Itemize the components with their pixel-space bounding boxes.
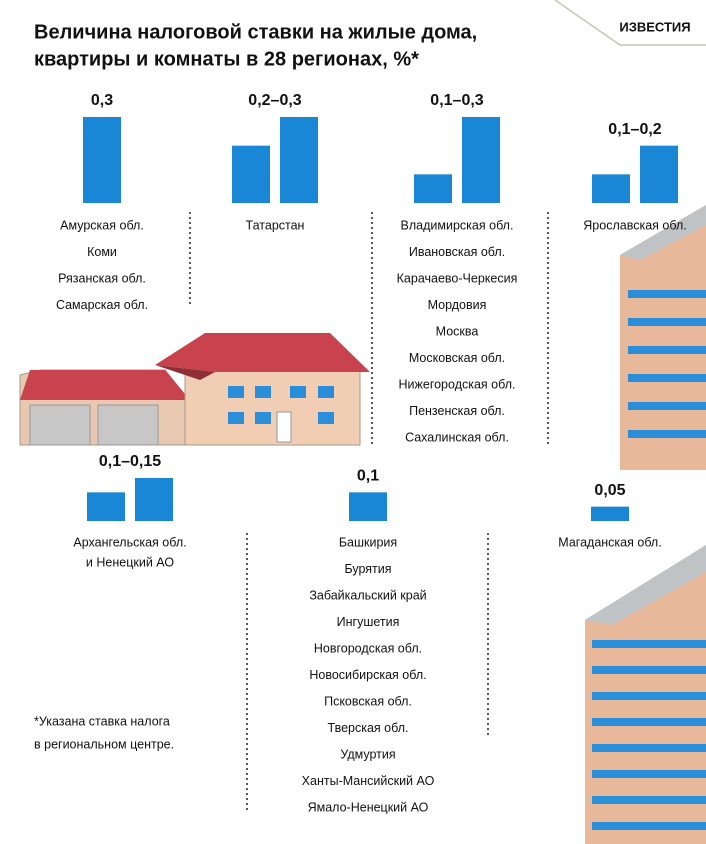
title-line: квартиры и комнаты в 28 регионах, %* [34, 48, 419, 70]
bar [232, 145, 270, 203]
group-label: 0,1 [357, 468, 379, 485]
region-name: Пензенская обл. [409, 404, 505, 418]
region-name: Амурская обл. [60, 218, 144, 232]
group-label: 0,05 [594, 482, 625, 499]
house-illustration [19, 333, 370, 446]
corner-line [554, 0, 706, 46]
bar [135, 478, 173, 521]
region-name: Новгородская обл. [314, 641, 422, 655]
bar [592, 174, 630, 203]
region-name: Сахалинская обл. [405, 430, 509, 444]
group-label: 0,1–0,2 [608, 121, 661, 138]
bar [349, 492, 387, 521]
region-name: Владимирская обл. [401, 218, 514, 232]
region-name: и Ненецкий АО [86, 555, 174, 569]
region-name: Нижегородская обл. [399, 377, 516, 391]
region-name: Ингушетия [337, 615, 400, 629]
title-line: Величина налоговой ставки на жилые дома, [34, 21, 477, 43]
region-name: Коми [87, 245, 117, 259]
note-line: в региональном центре. [34, 737, 174, 751]
region-name: Карачаево-Черкесия [397, 271, 518, 285]
region-name: Тверская обл. [328, 721, 409, 735]
region-name: Архангельская обл. [73, 535, 186, 549]
region-name: Ямало-Ненецкий АО [308, 800, 429, 814]
group-label: 0,1–0,15 [99, 453, 161, 470]
region-name: Самарская обл. [56, 298, 148, 312]
region-name: Ивановская обл. [409, 245, 505, 259]
bar [462, 117, 500, 203]
region-name: Забайкальский край [309, 588, 426, 602]
bar [87, 492, 125, 521]
region-name: Удмуртия [340, 747, 395, 761]
region-name: Новосибирская обл. [309, 668, 426, 682]
region-name: Магаданская обл. [558, 535, 661, 549]
bar [414, 174, 452, 203]
building-illustration [585, 205, 706, 844]
group-label: 0,2–0,3 [248, 92, 301, 109]
note-line: *Указана ставка налога [34, 714, 170, 728]
region-name: Московская обл. [409, 351, 505, 365]
group-label: 0,3 [91, 92, 113, 109]
group-label: 0,1–0,3 [430, 92, 483, 109]
bar [280, 117, 318, 203]
bar [640, 145, 678, 203]
region-name: Ханты-Мансийский АО [302, 774, 435, 788]
region-name: Бурятия [344, 562, 391, 576]
bar [83, 117, 121, 203]
bar [591, 506, 629, 521]
region-name: Рязанская обл. [58, 271, 146, 285]
region-name: Татарстан [246, 218, 305, 232]
source: ИЗВЕСТИЯ [619, 19, 690, 34]
region-name: Мордовия [428, 298, 487, 312]
region-name: Башкирия [339, 535, 397, 549]
region-name: Москва [436, 324, 479, 338]
region-name: Псковская обл. [324, 694, 412, 708]
region-name: Ярославская обл. [583, 218, 686, 232]
